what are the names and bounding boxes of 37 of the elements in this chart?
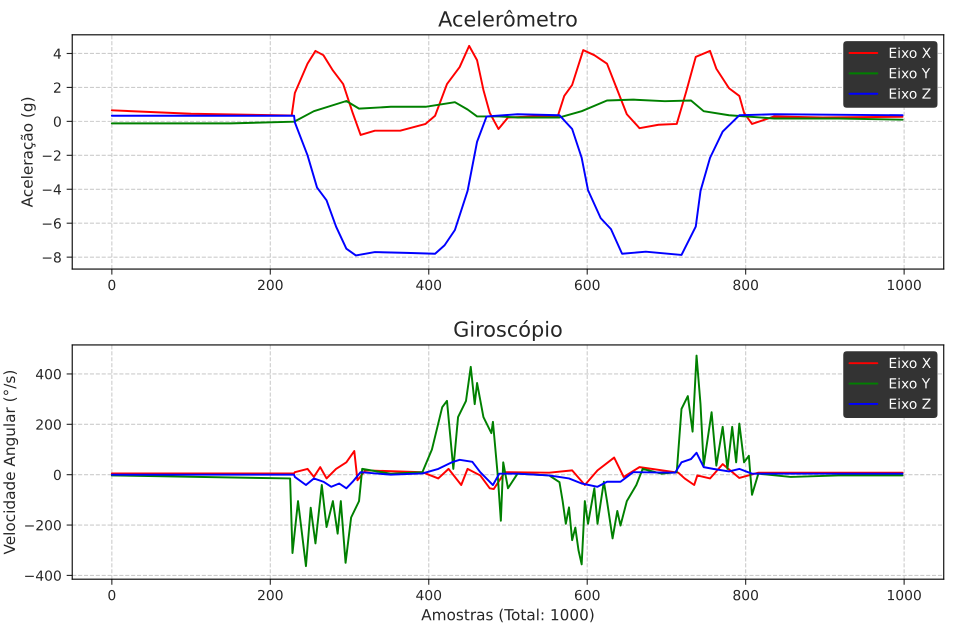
x-axis-title: Amostras (Total: 1000) [421, 608, 594, 622]
legend-label: Eixo Y [890, 378, 930, 389]
chart-title: Giroscópio [454, 320, 562, 341]
y-tick-label: −4 [42, 184, 62, 195]
y-axis-title: Velocidade Angular (°/s) [3, 370, 18, 554]
chart-title: Acelerômetro [438, 10, 577, 27]
line-series [110, 98, 904, 124]
y-tick-label: −8 [42, 252, 61, 263]
y-axis-title: Aceleração (g) [20, 98, 36, 208]
y-tick-label: −6 [42, 218, 61, 229]
x-tick-label: 400 [416, 590, 442, 600]
y-tick-label: 0 [54, 116, 61, 127]
line-series [110, 113, 904, 256]
x-tick-label: 800 [733, 280, 758, 290]
legend-label: Eixo Z [890, 398, 931, 410]
y-tick-label: 0 [54, 470, 61, 480]
x-tick-label: 800 [733, 590, 758, 600]
y-tick-label: −200 [25, 520, 61, 531]
y-tick-label: 2 [54, 82, 60, 93]
x-tick-label: 400 [416, 280, 442, 290]
x-tick-label: 1000 [888, 280, 921, 290]
y-tick-label: 200 [36, 419, 61, 430]
legend-label: Eixo X [890, 47, 931, 58]
x-tick-label: 1000 [888, 590, 921, 600]
x-tick-label: 600 [574, 280, 600, 290]
y-tick-label: 400 [36, 368, 61, 380]
legend-label: Eixo Z [890, 88, 931, 99]
legend-label: Eixo Y [890, 68, 930, 78]
y-tick-label: 4 [54, 48, 62, 59]
x-tick-label: 600 [574, 590, 600, 600]
x-tick-label: 0 [108, 590, 116, 600]
legend-label: Eixo X [890, 357, 931, 368]
y-tick-label: −2 [42, 150, 60, 161]
y-tick-label: −400 [25, 570, 61, 581]
x-tick-label: 200 [258, 590, 283, 600]
x-tick-label: 200 [258, 280, 283, 290]
x-tick-label: 0 [108, 280, 116, 290]
